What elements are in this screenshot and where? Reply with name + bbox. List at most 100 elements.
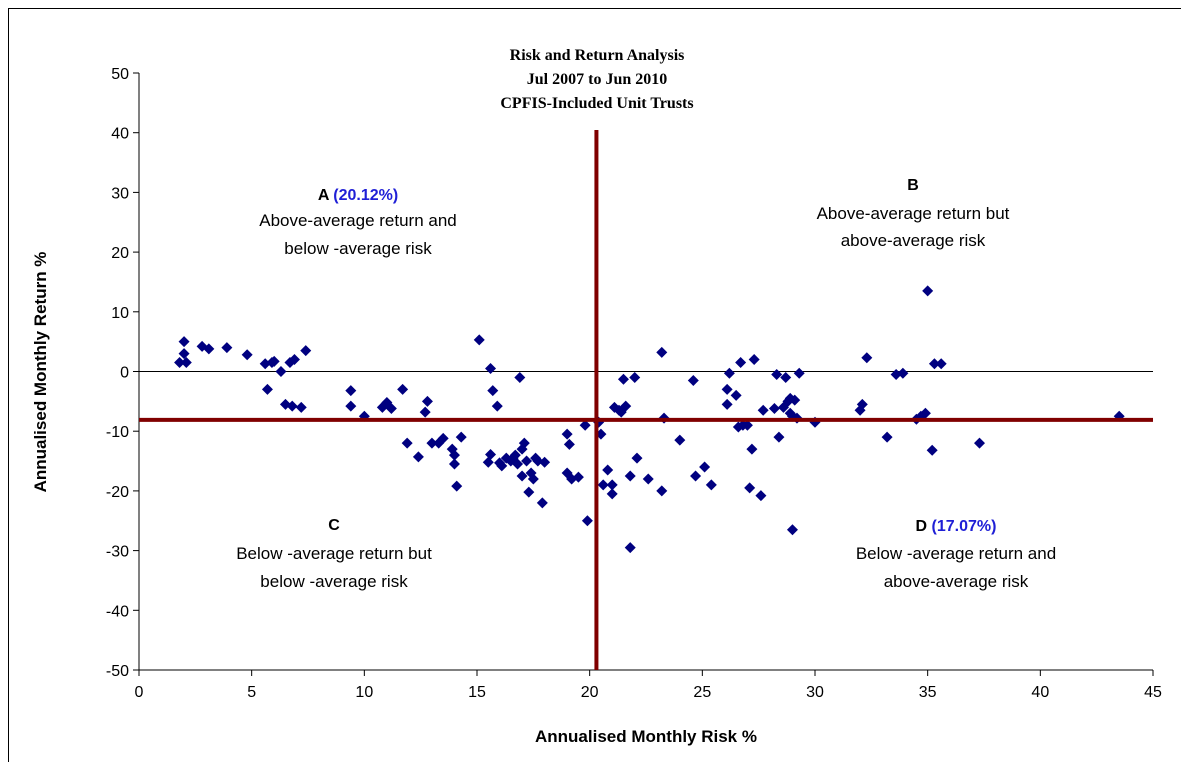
data-point: [620, 400, 632, 412]
data-point: [768, 403, 780, 415]
data-point: [581, 515, 593, 527]
data-point: [602, 464, 614, 476]
data-point: [744, 482, 756, 494]
data-point: [300, 345, 312, 357]
data-point: [973, 437, 985, 449]
x-tick-label: 10: [355, 684, 373, 701]
data-point: [563, 438, 575, 450]
data-point: [496, 460, 508, 472]
data-point: [856, 398, 868, 410]
quadrant-a-letter: A: [318, 187, 330, 204]
quadrant-d-heading: D (17.07%): [916, 518, 997, 535]
data-point: [631, 452, 643, 464]
data-point: [748, 354, 760, 366]
quadrant-c-line-1: Below -average return but: [236, 544, 432, 563]
data-point: [426, 437, 438, 449]
data-point: [448, 458, 460, 470]
data-point: [746, 443, 758, 455]
data-point: [180, 357, 192, 369]
quadrant-d-line-2: above-average risk: [884, 572, 1029, 591]
data-point: [532, 455, 544, 467]
data-point: [919, 407, 931, 419]
x-tick-label: 25: [693, 684, 711, 701]
data-point: [629, 371, 641, 383]
data-point: [705, 479, 717, 491]
x-tick-label: 20: [581, 684, 599, 701]
data-point: [699, 461, 711, 473]
data-point: [890, 368, 902, 380]
data-point: [288, 354, 300, 366]
y-tick-label: 50: [111, 66, 129, 83]
quadrant-a-line-2: below -average risk: [284, 239, 432, 258]
data-point: [561, 428, 573, 440]
quadrant-c-heading: C: [328, 517, 340, 534]
y-tick-label: 10: [111, 305, 129, 322]
chart-title-line-1: Risk and Return Analysis: [510, 47, 685, 64]
data-point: [926, 444, 938, 456]
data-point: [928, 358, 940, 370]
data-point: [516, 470, 528, 482]
data-point: [512, 458, 524, 470]
data-point: [203, 343, 215, 355]
data-point: [345, 400, 357, 412]
y-axis-title: Annualised Monthly Return %: [31, 252, 50, 493]
data-point: [485, 363, 497, 375]
quadrant-d-letter: D: [916, 518, 928, 535]
data-point: [656, 346, 668, 358]
data-point: [259, 358, 271, 370]
data-point: [174, 357, 186, 369]
title-background: [418, 40, 776, 134]
data-point: [793, 367, 805, 379]
data-point: [491, 400, 503, 412]
data-point: [286, 400, 298, 412]
data-point: [514, 371, 526, 383]
quadrant-b-line-2: above-average risk: [841, 231, 986, 250]
quadrant-a-heading: A (20.12%): [318, 187, 398, 204]
y-tick-label: 20: [111, 245, 129, 262]
data-point: [451, 480, 463, 492]
data-point: [448, 449, 460, 461]
data-point: [721, 398, 733, 410]
data-point: [485, 448, 497, 460]
data-point: [521, 455, 533, 467]
x-tick-label: 45: [1144, 684, 1162, 701]
data-point: [539, 456, 551, 468]
data-point: [487, 385, 499, 397]
quadrant-b-heading: B: [907, 177, 919, 194]
data-point: [771, 368, 783, 380]
data-point: [268, 355, 280, 367]
data-point: [624, 542, 636, 554]
data-point: [881, 431, 893, 443]
data-point: [385, 403, 397, 415]
data-point: [397, 383, 409, 395]
y-tick-label: -20: [106, 484, 129, 501]
data-point: [455, 431, 467, 443]
data-point: [773, 431, 785, 443]
data-point: [261, 383, 273, 395]
data-point: [786, 524, 798, 536]
quadrant-c-line-2: below -average risk: [260, 572, 408, 591]
quadrant-d-percent: (17.07%): [932, 518, 997, 535]
data-point: [178, 348, 190, 360]
data-point: [412, 451, 424, 463]
data-point: [789, 394, 801, 406]
data-point: [606, 488, 618, 500]
data-point: [624, 470, 636, 482]
x-tick-label: 0: [135, 684, 144, 701]
y-tick-label: 30: [111, 185, 129, 202]
y-tick-labels: 50 40 30 20 10 0 -10 -20 -30 -40 -50: [106, 66, 139, 680]
data-point: [509, 449, 521, 461]
data-point: [482, 456, 494, 468]
data-point: [723, 367, 735, 379]
data-point: [523, 486, 535, 498]
x-tick-labels: 0 5 10 15 20 25 30 35 40 45: [135, 670, 1162, 701]
data-point: [687, 374, 699, 386]
chart-title-line-3: CPFIS-Included Unit Trusts: [500, 95, 693, 112]
x-tick-label: 5: [247, 684, 256, 701]
data-point: [741, 419, 753, 431]
data-point: [730, 389, 742, 401]
data-point: [735, 357, 747, 369]
data-point: [757, 404, 769, 416]
data-point: [606, 479, 618, 491]
